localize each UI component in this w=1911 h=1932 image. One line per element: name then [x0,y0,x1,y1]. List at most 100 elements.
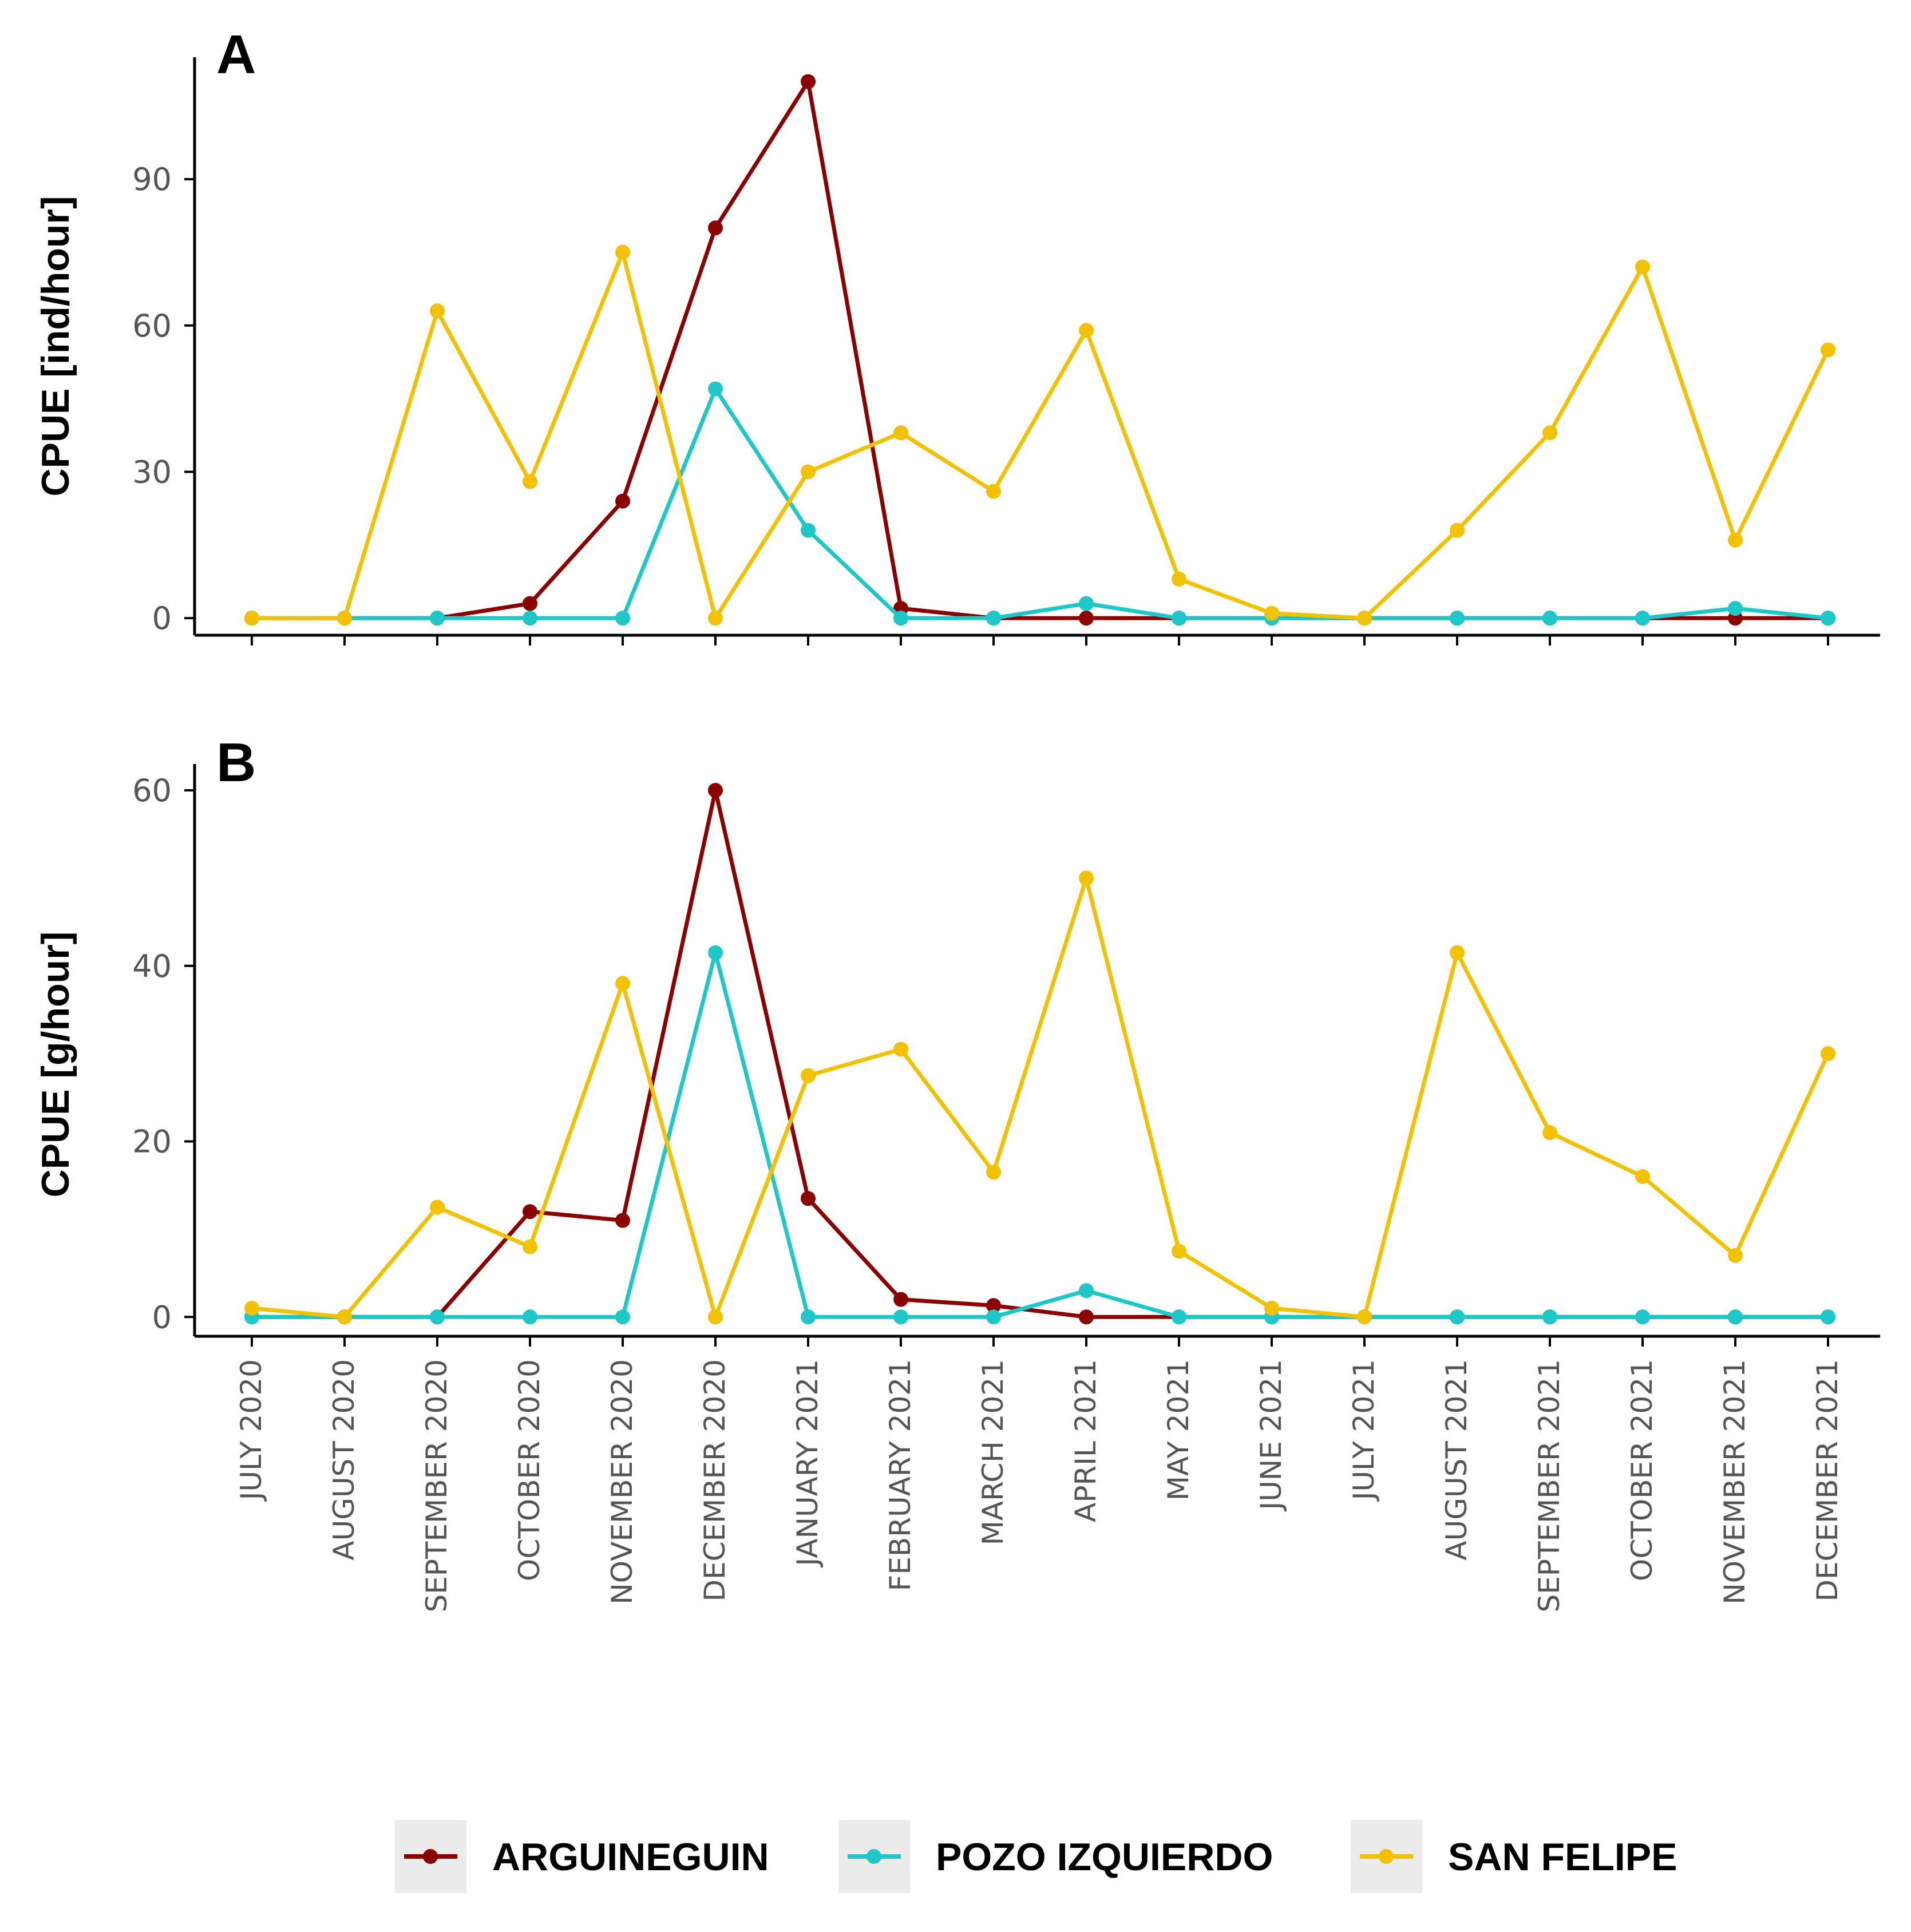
panel-a-point-san-felipe [1264,605,1279,621]
x-tick-label: AUGUST 2021 [1440,1359,1473,1561]
panel-a-point-san-felipe [1821,342,1835,358]
panel-a-point-san-felipe [986,484,1001,499]
panel-b-point-san-felipe [1450,945,1465,960]
panel-a-y-label: CPUE [ind/hour] [34,196,77,496]
panel-b-series-line-arguineguin [252,788,1828,1319]
panel-a-point-pozo-izquierdo [430,611,445,626]
x-tick-label: MARCH 2021 [976,1359,1010,1545]
panel-b-point-pozo-izquierdo [1728,1309,1743,1325]
panel-a-point-san-felipe [615,244,630,260]
panel-a-point-san-felipe [801,464,816,480]
panel-b-point-arguineguin [801,1191,816,1206]
panel-a-point-pozo-izquierdo [1172,611,1186,626]
panel-a-point-arguineguin [801,74,816,89]
panel-b-point-pozo-izquierdo [1079,1283,1094,1298]
x-tick-label: OCTOBER 2020 [513,1359,546,1581]
panel-a-point-pozo-izquierdo [1821,611,1835,626]
panel-b-y-tick-label: 20 [132,1124,172,1160]
panel-a-point-san-felipe [708,611,723,626]
panel-b-point-san-felipe [430,1199,445,1215]
panel-b-point-san-felipe [801,1068,816,1083]
panel-b-point-san-felipe [337,1309,352,1325]
panel-b-point-arguineguin [1079,1309,1094,1325]
panel-a-point-san-felipe [1172,571,1186,587]
legend-key-point [1379,1849,1394,1864]
x-tick-labels: JULY 2020 AUGUST 2020 SEPTEMBER 2020 OCTOBE… [235,1359,1844,1613]
x-tick-label: NOVEMBER 2020 [606,1359,639,1605]
panel-b-y-tick-label: 60 [132,773,172,809]
panel-b-point-san-felipe [1728,1248,1743,1263]
panel-a-point-san-felipe [1357,611,1372,626]
panel-b-y-tick-label: 40 [132,948,172,984]
x-tick-label: DECEMBER 2021 [1811,1359,1844,1602]
panel-a-series-line-san-felipe [252,250,1830,620]
panel-a-point-arguineguin [1079,611,1094,626]
panel-a-y-tick-label: 90 [132,161,172,197]
legend-label: ARGUINEGUIN [492,1835,769,1879]
panel-b-series-line-san-felipe [251,876,1830,1319]
panel-b-point-pozo-izquierdo [1542,1309,1557,1325]
panel-b-point-pozo-izquierdo [1821,1309,1835,1325]
x-tick-label: DECEMBER 2020 [698,1359,731,1602]
panel-b-point-pozo-izquierdo [986,1309,1001,1325]
x-tick-label: JANUARY 2021 [791,1359,824,1568]
panel-b-point-pozo-izquierdo [708,945,723,960]
panel-b-y-tick-label: 0 [152,1299,172,1335]
x-tick-label: JULY 2021 [1347,1359,1380,1502]
panel-b-point-pozo-izquierdo [615,1309,630,1325]
panel-b-point-pozo-izquierdo [523,1309,537,1325]
panel-b-point-san-felipe [1635,1169,1650,1184]
panel-b-point-arguineguin [986,1298,1001,1313]
x-tick-label: JUNE 2021 [1255,1359,1288,1511]
panel-a-point-arguineguin [708,220,723,236]
legend-item-arguineguin: ARGUINEGUIN [395,1820,769,1893]
panel-a-point-pozo-izquierdo [615,611,630,626]
panel-a-point-pozo-izquierdo [1450,611,1465,626]
panel-a-point-pozo-izquierdo [1542,611,1557,626]
panel-a-point-san-felipe [1079,323,1094,338]
panel-a-point-arguineguin [523,596,537,611]
panel-b-y-label: CPUE [g/hour] [34,932,77,1198]
panel-a-point-san-felipe [893,425,908,441]
panel-b-point-san-felipe [893,1042,908,1057]
panel-a-point-san-felipe [1542,425,1557,441]
panel-a-series-line-arguineguin [252,80,1828,620]
panel-b-point-pozo-izquierdo [430,1309,445,1325]
panel-b-point-san-felipe [1172,1244,1186,1259]
panel-a: A CPUE [ind/hour] 0 30 60 90 [34,24,1880,646]
panel-b-point-san-felipe [1264,1300,1279,1316]
panel-b-point-san-felipe [1821,1046,1835,1062]
legend-label: SAN FELIPE [1448,1835,1677,1879]
legend-key-point [867,1849,881,1864]
panel-a-point-pozo-izquierdo [1635,611,1650,626]
legend-key-point [423,1849,438,1864]
legend-label: POZO IZQUIERDO [936,1835,1273,1879]
panel-a-point-pozo-izquierdo [708,381,723,397]
panel-a-letter: A [216,24,256,85]
panel-a-y-tick-label: 0 [152,600,172,636]
x-tick-label: AUGUST 2020 [327,1359,361,1561]
panel-a-point-arguineguin [615,493,630,509]
panel-b-point-arguineguin [893,1292,908,1307]
x-tick-label: OCTOBER 2021 [1625,1359,1659,1581]
panel-b-point-pozo-izquierdo [1635,1309,1650,1325]
panel-b-point-arguineguin [708,783,723,798]
panel-b-point-pozo-izquierdo [801,1309,816,1325]
x-tick-label: APRIL 2021 [1069,1359,1102,1522]
panel-b-point-san-felipe [523,1239,537,1254]
panel-a-point-pozo-izquierdo [986,611,1001,626]
legend-item-san-felipe: SAN FELIPE [1351,1820,1677,1893]
panel-b-point-san-felipe [244,1300,259,1316]
panel-a-point-pozo-izquierdo [1728,601,1743,616]
x-tick-label: FEBRUARY 2021 [884,1359,917,1591]
legend: ARGUINEGUIN POZO IZQUIERDO SAN FELIPE [395,1820,1677,1893]
x-tick-label: SEPTEMBER 2021 [1533,1359,1566,1613]
panel-b-point-san-felipe [1542,1125,1557,1141]
x-tick-label: NOVEMBER 2021 [1718,1359,1751,1605]
panel-a-y-tick-label: 60 [132,308,172,344]
panel-a-series-line-pozo-izquierdo [252,387,1829,620]
panel-a-point-san-felipe [1635,259,1650,275]
panel-b-point-san-felipe [615,976,630,991]
x-tick-label: JULY 2020 [235,1359,268,1502]
